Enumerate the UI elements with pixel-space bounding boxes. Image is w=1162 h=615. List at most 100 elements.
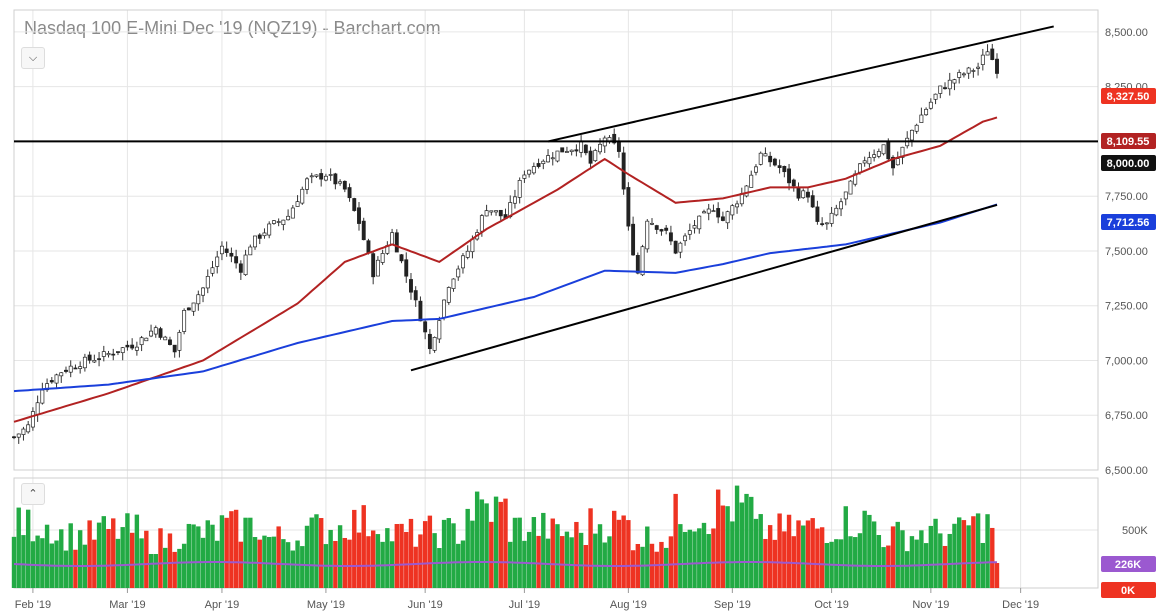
candle-body bbox=[451, 278, 456, 289]
volume-bar bbox=[772, 539, 778, 588]
candle-body bbox=[300, 188, 305, 204]
volume-bar bbox=[597, 524, 603, 588]
volume-bar bbox=[796, 520, 801, 588]
volume-bar bbox=[101, 516, 106, 588]
candle-body bbox=[413, 290, 418, 301]
candle-body bbox=[375, 259, 380, 277]
volume-bar bbox=[16, 507, 21, 588]
volume-bar bbox=[148, 553, 154, 588]
candle-body bbox=[730, 205, 735, 216]
candle-body bbox=[862, 160, 867, 164]
candle-body bbox=[101, 351, 106, 357]
volume-bar bbox=[96, 522, 102, 588]
candle-body bbox=[328, 174, 333, 176]
volume-last-tag bbox=[1101, 582, 1156, 598]
candle-body bbox=[891, 156, 895, 169]
volume-bar bbox=[654, 551, 659, 588]
candle-body bbox=[215, 256, 220, 267]
volume-bar bbox=[238, 541, 244, 588]
candle-body bbox=[139, 337, 144, 346]
candle-body bbox=[735, 203, 740, 208]
candle-body bbox=[957, 72, 962, 78]
volume-bar bbox=[394, 524, 400, 588]
volume-bar bbox=[895, 521, 900, 588]
volume-bar bbox=[25, 509, 31, 588]
volume-bar bbox=[328, 529, 333, 588]
volume-bar bbox=[144, 530, 149, 588]
volume-bar bbox=[276, 526, 281, 588]
candle-body bbox=[338, 181, 343, 184]
candle-body bbox=[744, 185, 749, 197]
volume-bar bbox=[106, 529, 111, 588]
candle-body bbox=[267, 223, 272, 236]
volume-bar bbox=[92, 539, 97, 588]
volume-bar bbox=[994, 563, 1000, 588]
candle-body bbox=[432, 337, 437, 351]
candle-body bbox=[168, 339, 172, 345]
volume-bar bbox=[375, 534, 381, 588]
volume-bar bbox=[871, 521, 877, 588]
candle-body bbox=[286, 215, 291, 221]
volume-bar bbox=[290, 550, 296, 588]
candle-body bbox=[720, 216, 725, 221]
volume-bar bbox=[508, 541, 513, 588]
volume-bar bbox=[408, 518, 414, 588]
candle-body bbox=[541, 160, 546, 164]
upper-trendline bbox=[547, 25, 1054, 143]
volume-bar bbox=[725, 506, 730, 588]
candle-body bbox=[125, 344, 130, 348]
candle-body bbox=[938, 85, 943, 94]
candle-body bbox=[224, 248, 229, 253]
x-tick-label: Aug '19 bbox=[610, 599, 647, 611]
chevron-up-icon[interactable]: ⌃ bbox=[21, 483, 45, 505]
volume-bar bbox=[876, 535, 882, 588]
volume-bar bbox=[673, 493, 678, 588]
candle-body bbox=[120, 347, 125, 354]
volume-bar bbox=[215, 540, 220, 588]
volume-bar bbox=[701, 522, 707, 588]
lower-trendline bbox=[410, 203, 998, 372]
volume-bar bbox=[942, 545, 948, 588]
candle-body bbox=[163, 336, 168, 341]
candle-body bbox=[933, 93, 938, 100]
candle-body bbox=[791, 179, 796, 187]
candle-body bbox=[569, 149, 574, 153]
candle-body bbox=[872, 154, 877, 158]
y-tick-label: 7,250.00 bbox=[1105, 301, 1148, 313]
volume-bar bbox=[333, 540, 338, 588]
volume-bar bbox=[588, 508, 593, 588]
volume-bar bbox=[441, 519, 447, 588]
last-price-tag-label: 8,327.50 bbox=[1107, 91, 1150, 103]
volume-bar bbox=[909, 536, 915, 588]
candle-body bbox=[196, 294, 201, 305]
candle-body bbox=[588, 150, 593, 164]
volume-bar bbox=[304, 525, 310, 588]
ma-short-tag bbox=[1101, 133, 1156, 149]
candle-body bbox=[253, 235, 257, 248]
volume-bar bbox=[233, 509, 239, 588]
candle-body bbox=[640, 246, 645, 276]
volume-bar bbox=[819, 527, 825, 588]
chevron-down-icon[interactable]: ⌵ bbox=[21, 47, 45, 69]
y-tick-label: 8,500.00 bbox=[1105, 27, 1148, 39]
volume-bar bbox=[616, 519, 622, 588]
volume-bar bbox=[309, 517, 314, 588]
candle-body bbox=[697, 215, 702, 230]
candle-body bbox=[777, 165, 782, 168]
volume-bar bbox=[129, 532, 135, 588]
candle-body bbox=[238, 263, 243, 273]
candle-body bbox=[631, 223, 636, 256]
candle-body bbox=[323, 175, 328, 181]
volume-bar bbox=[810, 518, 815, 588]
volume-bar bbox=[786, 514, 792, 588]
candle-body bbox=[574, 149, 579, 152]
candle-body bbox=[305, 178, 309, 190]
candle-body bbox=[479, 215, 484, 232]
candle-body bbox=[976, 66, 981, 69]
volume-bar bbox=[763, 538, 768, 588]
candle-body bbox=[579, 141, 584, 153]
candle-body bbox=[16, 433, 21, 438]
volume-bar bbox=[848, 536, 853, 588]
candle-body bbox=[257, 234, 262, 239]
candle-body bbox=[92, 360, 97, 363]
